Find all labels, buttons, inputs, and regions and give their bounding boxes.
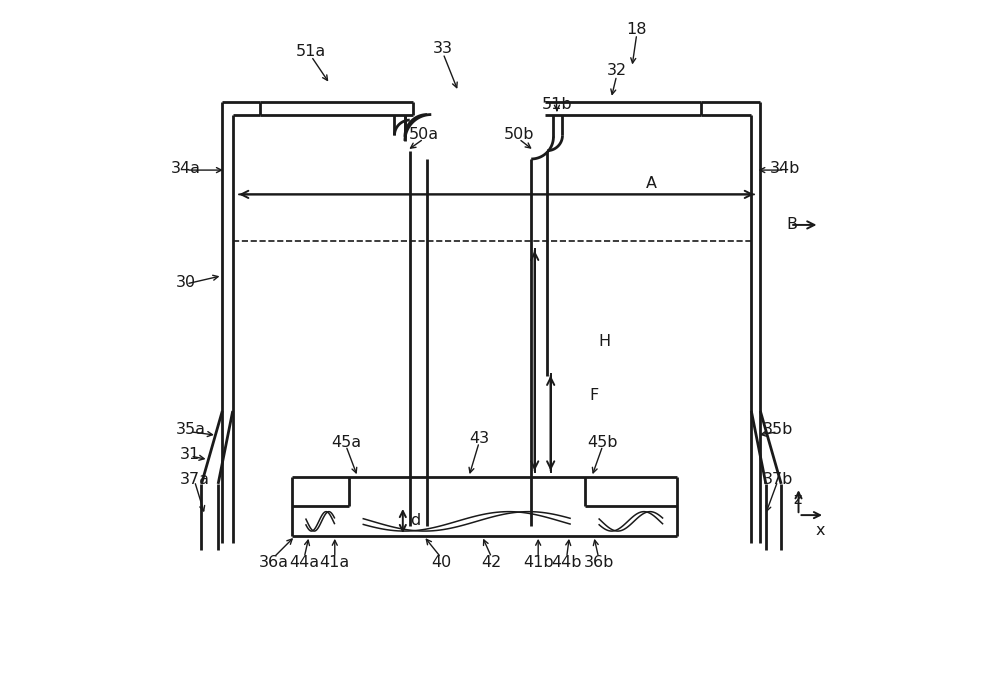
Text: 51b: 51b <box>542 97 572 112</box>
Text: 40: 40 <box>431 555 451 570</box>
Text: 34a: 34a <box>171 160 201 176</box>
Text: 34b: 34b <box>769 160 800 176</box>
Text: 50b: 50b <box>503 127 534 142</box>
Text: d: d <box>410 513 420 528</box>
Text: 51a: 51a <box>296 44 326 59</box>
Text: A: A <box>646 176 657 191</box>
Text: 44b: 44b <box>551 555 582 570</box>
Text: 45a: 45a <box>331 435 361 450</box>
Text: 36b: 36b <box>583 555 614 570</box>
Text: 31: 31 <box>180 447 201 461</box>
Text: 30: 30 <box>176 275 196 290</box>
Text: 44a: 44a <box>289 555 319 570</box>
Text: 36a: 36a <box>259 555 289 570</box>
Text: x: x <box>816 523 825 538</box>
Text: 41b: 41b <box>523 555 553 570</box>
Text: 37b: 37b <box>763 471 793 487</box>
Text: B: B <box>786 217 797 232</box>
Text: H: H <box>598 334 610 349</box>
Text: z: z <box>793 492 801 507</box>
Text: 43: 43 <box>469 431 489 446</box>
Text: 50a: 50a <box>409 127 439 142</box>
Text: 42: 42 <box>482 555 502 570</box>
Text: 45b: 45b <box>587 435 618 450</box>
Text: 18: 18 <box>627 22 647 37</box>
Text: 35b: 35b <box>763 422 793 437</box>
Text: 35a: 35a <box>175 422 205 437</box>
Text: 37a: 37a <box>180 471 210 487</box>
Text: 41a: 41a <box>320 555 350 570</box>
Text: F: F <box>590 388 599 403</box>
Text: 33: 33 <box>433 41 453 56</box>
Text: 32: 32 <box>607 63 627 78</box>
